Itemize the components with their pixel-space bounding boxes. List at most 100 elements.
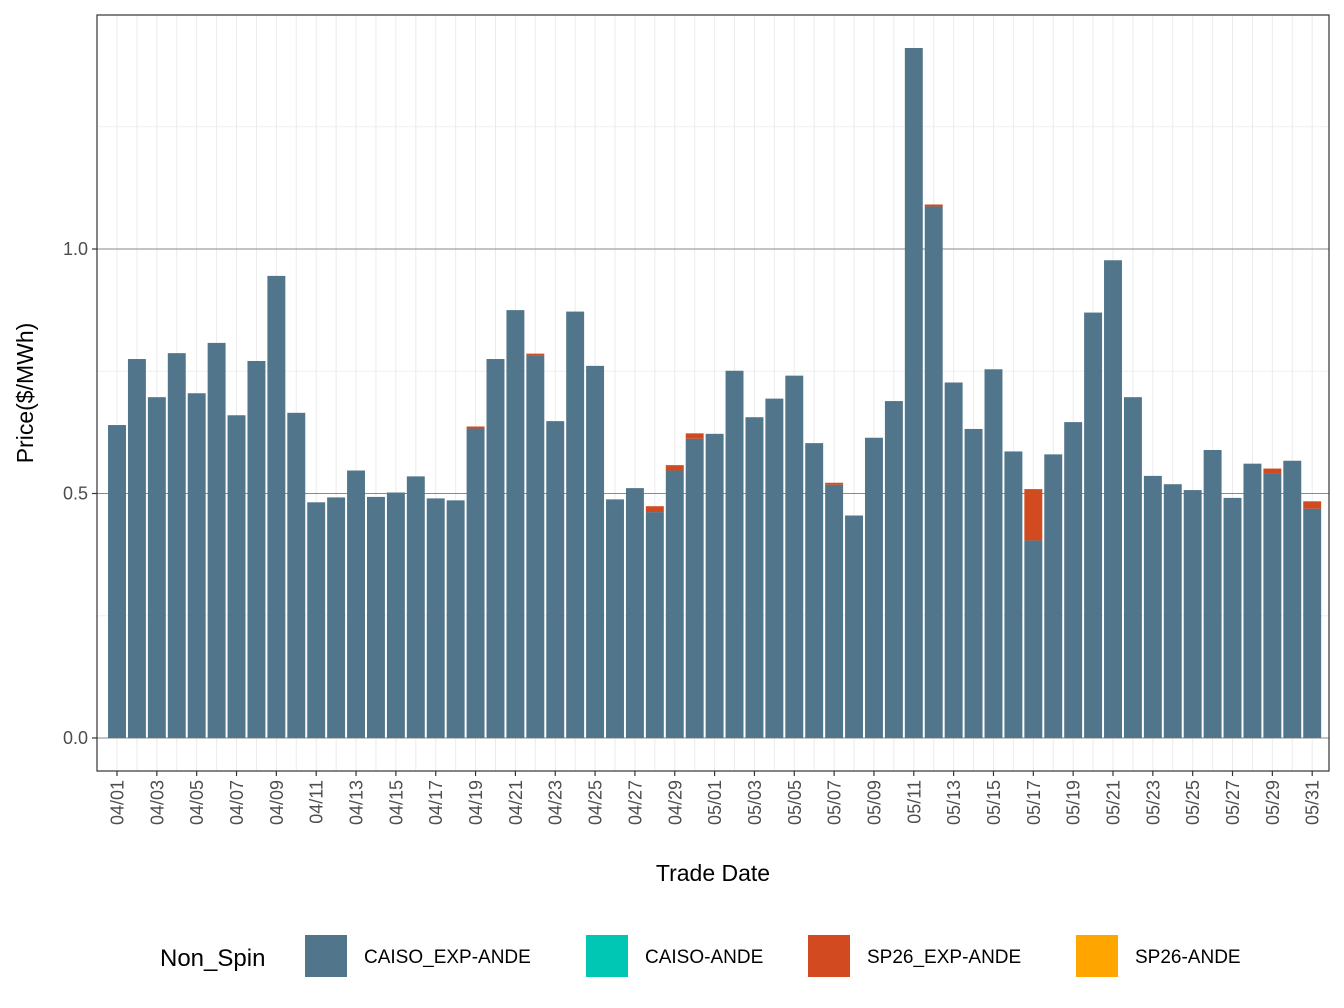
bar-04-19-caiso_exp-ande xyxy=(466,428,485,738)
bar-05-12-sp26_exp-ande xyxy=(924,204,943,207)
x-tick-label: 05/23 xyxy=(1143,780,1163,825)
x-tick-label: 04/23 xyxy=(546,780,566,825)
bar-04-06-caiso_exp-ande xyxy=(207,342,226,738)
bar-05-19-caiso_exp-ande xyxy=(1064,422,1083,738)
bar-05-06-caiso_exp-ande xyxy=(805,443,824,738)
bar-05-16-caiso_exp-ande xyxy=(1004,451,1023,738)
y-tick-label: 0.0 xyxy=(63,728,88,748)
bar-04-28-sp26_exp-ande xyxy=(645,506,664,513)
legend-label-caiso-ande: CAISO-ANDE xyxy=(645,947,763,968)
x-tick-label: 04/11 xyxy=(307,780,327,824)
bar-05-03-caiso_exp-ande xyxy=(745,417,764,738)
bar-05-22-caiso_exp-ande xyxy=(1123,397,1142,738)
bars-layer xyxy=(108,48,1322,739)
bar-04-13-caiso_exp-ande xyxy=(347,470,366,738)
bar-04-22-sp26_exp-ande xyxy=(526,353,545,356)
legend: Non_Spin CAISO_EXP-ANDE CAISO-ANDE SP26_EX… xyxy=(160,935,1241,977)
bar-05-29-caiso_exp-ande xyxy=(1263,473,1282,738)
bar-04-19-sp26_exp-ande xyxy=(466,426,485,429)
bar-05-18-caiso_exp-ande xyxy=(1044,454,1063,738)
bar-04-23-caiso_exp-ande xyxy=(546,421,565,738)
bar-04-30-sp26_exp-ande xyxy=(685,433,704,439)
x-tick-label: 04/27 xyxy=(625,780,645,825)
x-tick-label: 04/17 xyxy=(426,780,446,825)
legend-key-caiso-ande xyxy=(586,935,628,977)
x-tick-label: 05/19 xyxy=(1064,780,1084,825)
x-tick-label: 04/07 xyxy=(227,780,247,825)
bar-04-30-caiso_exp-ande xyxy=(685,438,704,738)
bar-04-04-caiso_exp-ande xyxy=(167,353,186,738)
bar-05-31-caiso_exp-ande xyxy=(1303,508,1322,738)
bar-04-25-caiso_exp-ande xyxy=(586,365,605,738)
bar-04-03-caiso_exp-ande xyxy=(147,397,166,738)
bar-05-26-caiso_exp-ande xyxy=(1203,449,1222,738)
bar-04-09-caiso_exp-ande xyxy=(267,275,286,738)
x-tick-label: 05/11 xyxy=(904,780,924,824)
bar-05-08-caiso_exp-ande xyxy=(845,515,864,738)
bar-04-24-caiso_exp-ande xyxy=(566,311,585,738)
x-tick-label: 04/09 xyxy=(267,780,287,825)
bar-04-11-caiso_exp-ande xyxy=(307,502,326,738)
bar-04-14-caiso_exp-ande xyxy=(367,496,385,738)
x-tick-label: 05/17 xyxy=(1024,780,1044,825)
x-tick-label: 05/27 xyxy=(1223,780,1243,825)
bar-04-28-caiso_exp-ande xyxy=(645,512,664,738)
legend-key-caiso_exp-ande xyxy=(305,935,347,977)
x-tick-label: 04/19 xyxy=(466,780,486,825)
legend-label-caiso_exp-ande: CAISO_EXP-ANDE xyxy=(364,947,531,968)
x-tick-label: 05/01 xyxy=(705,780,725,825)
bar-05-30-caiso_exp-ande xyxy=(1283,460,1302,738)
bar-04-08-caiso_exp-ande xyxy=(247,360,266,738)
bar-04-01-caiso_exp-ande xyxy=(108,425,126,738)
bar-04-27-caiso_exp-ande xyxy=(625,488,644,738)
legend-title: Non_Spin xyxy=(160,945,265,972)
x-tick-label: 05/13 xyxy=(944,780,964,825)
bar-05-24-caiso_exp-ande xyxy=(1163,484,1182,738)
bar-04-21-caiso_exp-ande xyxy=(506,310,525,739)
bar-05-27-caiso_exp-ande xyxy=(1223,497,1242,738)
x-tick-label: 04/05 xyxy=(187,780,207,825)
x-tick-label: 05/31 xyxy=(1303,780,1323,825)
legend-label-sp26-ande: SP26-ANDE xyxy=(1135,947,1241,968)
bar-05-29-sp26_exp-ande xyxy=(1263,468,1282,474)
x-axis: 04/01 04/03 04/05 04/07 04/09 04/11 04/13 04/15… xyxy=(108,771,1323,825)
x-tick-label: 05/21 xyxy=(1104,780,1124,825)
bar-04-29-caiso_exp-ande xyxy=(665,470,684,738)
legend-key-sp26-ande xyxy=(1076,935,1118,977)
bar-04-02-caiso_exp-ande xyxy=(127,359,146,738)
bar-05-17-sp26_exp-ande xyxy=(1024,489,1043,541)
bar-04-05-caiso_exp-ande xyxy=(187,393,206,738)
bar-05-14-caiso_exp-ande xyxy=(964,428,983,738)
bar-05-07-caiso_exp-ande xyxy=(825,484,844,738)
bar-04-10-caiso_exp-ande xyxy=(287,412,306,738)
bar-04-17-caiso_exp-ande xyxy=(426,498,445,738)
y-axis-title: Price($/MWh) xyxy=(12,323,38,464)
y-axis: 0.0 0.5 1.0 xyxy=(63,239,97,748)
bar-04-12-caiso_exp-ande xyxy=(327,497,346,738)
legend-label-sp26_exp-ande: SP26_EXP-ANDE xyxy=(867,947,1021,968)
plot-border xyxy=(96,14,1330,772)
bar-05-17-caiso_exp-ande xyxy=(1024,540,1043,738)
bar-05-11-caiso_exp-ande xyxy=(904,48,923,738)
bar-05-05-caiso_exp-ande xyxy=(785,375,804,738)
bar-05-09-caiso_exp-ande xyxy=(865,437,883,738)
bar-04-22-caiso_exp-ande xyxy=(526,355,545,738)
bar-04-16-caiso_exp-ande xyxy=(406,476,425,738)
bar-05-20-caiso_exp-ande xyxy=(1084,312,1103,738)
y-tick-label: 0.5 xyxy=(63,484,88,504)
bar-05-12-caiso_exp-ande xyxy=(924,206,943,738)
x-tick-label: 04/15 xyxy=(386,780,406,825)
bar-04-18-caiso_exp-ande xyxy=(446,500,465,738)
bar-04-15-caiso_exp-ande xyxy=(386,492,405,738)
x-tick-label: 05/15 xyxy=(984,780,1004,825)
x-tick-label: 05/05 xyxy=(785,780,805,825)
legend-key-sp26_exp-ande xyxy=(808,935,850,977)
bar-04-29-sp26_exp-ande xyxy=(665,465,684,471)
x-tick-label: 04/29 xyxy=(665,780,685,825)
bar-05-13-caiso_exp-ande xyxy=(944,382,963,738)
x-tick-label: 04/21 xyxy=(506,780,526,825)
bar-05-02-caiso_exp-ande xyxy=(725,370,744,738)
bar-05-28-caiso_exp-ande xyxy=(1243,463,1262,738)
bar-05-07-sp26_exp-ande xyxy=(825,482,844,485)
